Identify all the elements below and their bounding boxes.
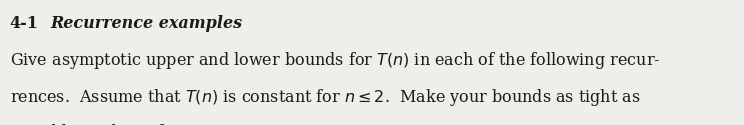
Text: rences.  Assume that $T(n)$ is constant for $n \leq 2$.  Make your bounds as tig: rences. Assume that $T(n)$ is constant f… [10, 87, 641, 108]
Text: 4-1: 4-1 [10, 15, 39, 32]
Text: Give asymptotic upper and lower bounds for $T(n)$ in each of the following recur: Give asymptotic upper and lower bounds f… [10, 50, 660, 71]
Text: possible, and justify your answers.: possible, and justify your answers. [10, 124, 292, 125]
Text: Recurrence examples: Recurrence examples [51, 15, 243, 32]
